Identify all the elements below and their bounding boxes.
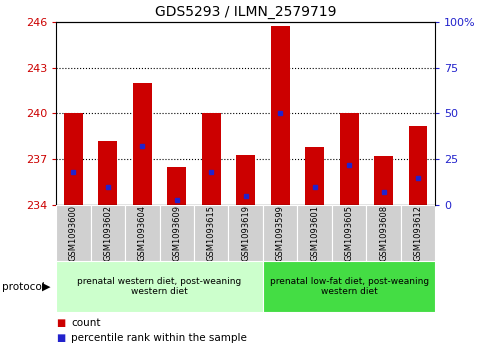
Text: GSM1093602: GSM1093602 [103, 205, 112, 261]
Text: prenatal low-fat diet, post-weaning
western diet: prenatal low-fat diet, post-weaning west… [269, 277, 428, 297]
Text: GSM1093609: GSM1093609 [172, 205, 181, 261]
Text: count: count [71, 318, 100, 328]
Bar [236, 155, 255, 205]
Text: prenatal western diet, post-weaning
western diet: prenatal western diet, post-weaning west… [77, 277, 241, 297]
Bar [194, 205, 228, 261]
Text: GSM1093600: GSM1093600 [69, 205, 78, 261]
Text: GSM1093619: GSM1093619 [241, 205, 250, 261]
Bar [373, 156, 392, 205]
Title: GDS5293 / ILMN_2579719: GDS5293 / ILMN_2579719 [155, 5, 336, 19]
Text: ■: ■ [56, 333, 65, 343]
Text: ▶: ▶ [41, 282, 50, 292]
Bar [263, 261, 434, 312]
Bar [407, 126, 427, 205]
Text: protocol: protocol [2, 282, 45, 292]
Bar [56, 205, 90, 261]
Bar [270, 26, 289, 205]
Bar [228, 205, 263, 261]
Bar [400, 205, 434, 261]
Bar [125, 205, 159, 261]
Bar [90, 205, 125, 261]
Bar [159, 205, 194, 261]
Bar [202, 113, 220, 205]
Bar [331, 205, 366, 261]
Text: GSM1093604: GSM1093604 [138, 205, 146, 261]
Bar [305, 147, 324, 205]
Text: GSM1093612: GSM1093612 [413, 205, 422, 261]
Text: GSM1093605: GSM1093605 [344, 205, 353, 261]
Text: ■: ■ [56, 318, 65, 328]
Bar [64, 113, 83, 205]
Bar [167, 167, 186, 205]
Text: GSM1093601: GSM1093601 [309, 205, 319, 261]
Bar [263, 205, 297, 261]
Bar [366, 205, 400, 261]
Bar [133, 83, 152, 205]
Bar [339, 113, 358, 205]
Bar [297, 205, 331, 261]
Bar [98, 141, 117, 205]
Text: GSM1093608: GSM1093608 [378, 205, 387, 261]
Bar [56, 261, 263, 312]
Text: GSM1093599: GSM1093599 [275, 205, 284, 261]
Text: percentile rank within the sample: percentile rank within the sample [71, 333, 246, 343]
Text: GSM1093615: GSM1093615 [206, 205, 215, 261]
